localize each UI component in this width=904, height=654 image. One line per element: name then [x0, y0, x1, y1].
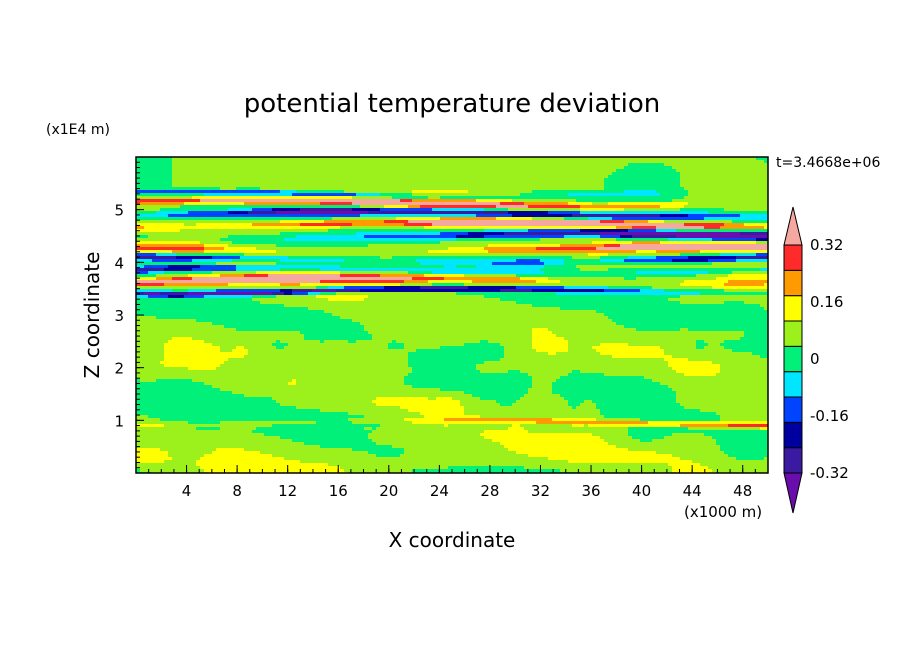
colorbar-extend-low: [783, 472, 803, 514]
colorbar-swatch: [783, 244, 803, 271]
x-tick-label: 48: [733, 482, 752, 500]
y-tick-label: 2: [114, 360, 124, 378]
colorbar-extend-high: [783, 206, 803, 246]
colorbar-swatch: [783, 447, 803, 474]
colorbar-swatch: [783, 295, 803, 322]
y-tick-label: 3: [114, 307, 124, 325]
x-tick-label: 8: [232, 482, 242, 500]
y-tick-label: 4: [114, 254, 124, 272]
x-tick-label: 36: [581, 482, 600, 500]
colorbar-label: -0.16: [810, 407, 849, 425]
colorbar-swatch: [783, 396, 803, 423]
x-tick-label: 28: [480, 482, 499, 500]
x-tick-label: 12: [278, 482, 297, 500]
colorbar-swatch: [783, 269, 803, 297]
x-unit-label: (x1000 m): [684, 503, 762, 521]
contour-field: [136, 157, 768, 473]
x-tick-label: 4: [182, 482, 192, 500]
y-tick-label: 1: [114, 412, 124, 430]
x-tick-label: 16: [329, 482, 348, 500]
y-unit-label: (x1E4 m): [46, 122, 110, 138]
colorbar-label: 0: [810, 350, 820, 368]
colorbar: 0.32 0.16 0 -0.16 -0.32: [783, 206, 849, 514]
x-tick-label: 44: [683, 482, 702, 500]
colorbar-label: -0.32: [810, 464, 849, 482]
chart-title: potential temperature deviation: [244, 89, 660, 119]
y-tick-label: 5: [114, 202, 124, 220]
y-axis: 1 2 3 4 5: [114, 156, 144, 469]
x-tick-label: 24: [430, 482, 449, 500]
x-axis-label: X coordinate: [389, 528, 516, 552]
colorbar-swatch: [783, 371, 803, 398]
x-tick-label: 40: [632, 482, 651, 500]
colorbar-swatch: [783, 320, 803, 347]
x-tick-label: 32: [531, 482, 550, 500]
colorbar-label: 0.32: [810, 236, 843, 254]
y-axis-label: Z coordinate: [80, 252, 104, 379]
x-tick-label: 20: [379, 482, 398, 500]
colorbar-swatch: [783, 345, 803, 373]
colorbar-swatch: [783, 421, 803, 449]
time-label: t=3.4668e+06: [776, 155, 880, 171]
x-axis: 4 8 12 16 20 24 28 32 36 40 44 48: [148, 465, 756, 500]
colorbar-label: 0.16: [810, 293, 843, 311]
